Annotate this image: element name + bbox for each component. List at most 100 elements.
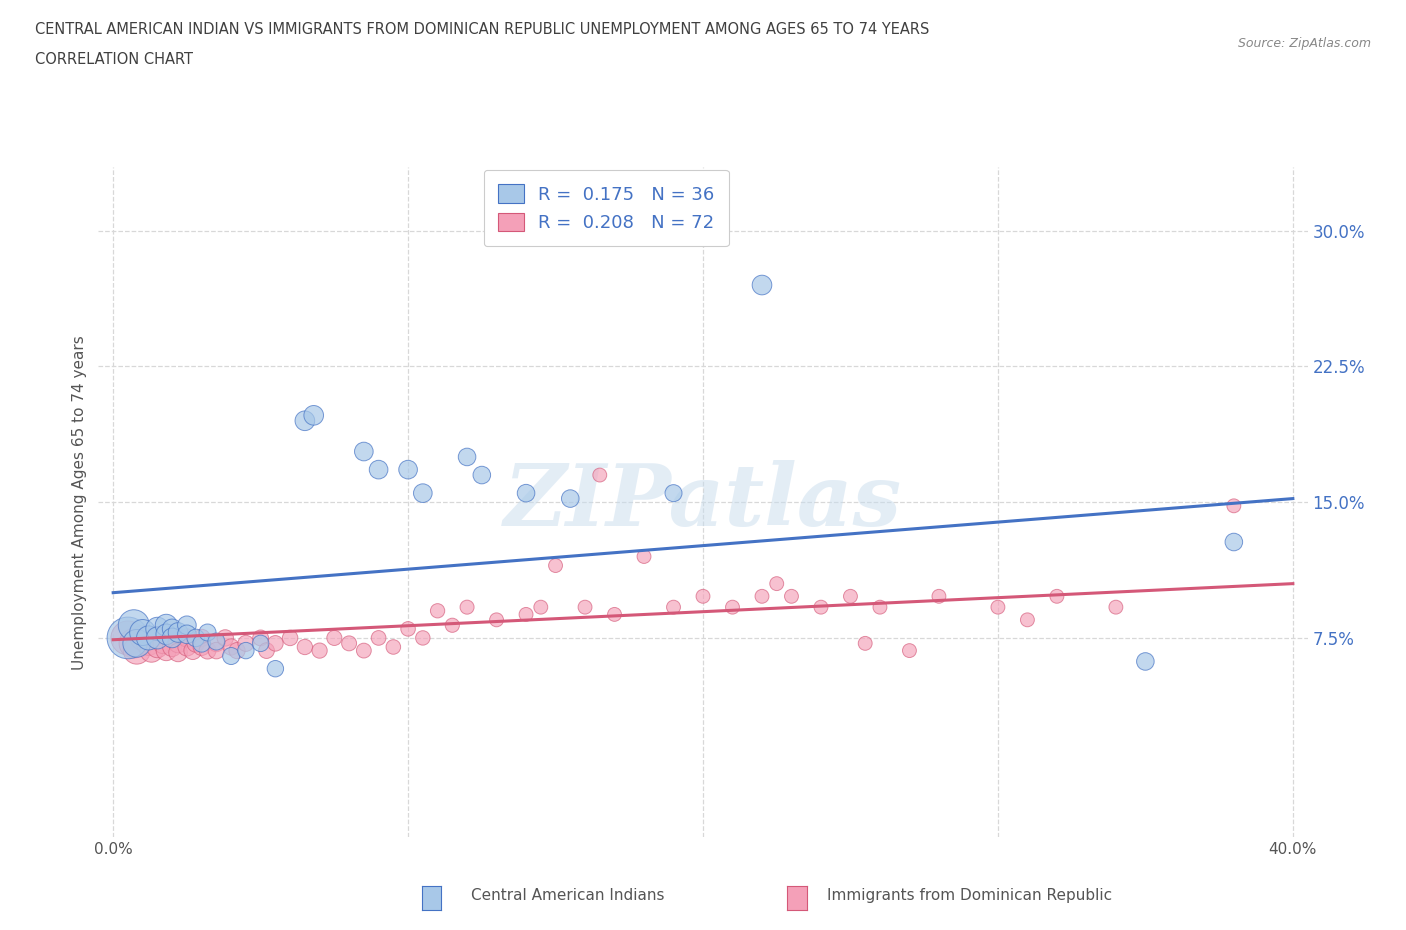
Point [928,589,950,604]
Point [721,600,744,615]
Point [249,636,271,651]
Point [249,631,271,645]
Point [1135,654,1157,669]
Point [117,631,139,645]
Point [205,634,228,649]
Point [146,631,169,645]
Point [810,600,832,615]
Point [117,631,139,645]
Point [589,468,612,483]
Point [530,600,553,615]
Point [294,640,316,655]
Point [256,644,278,658]
Point [181,644,204,658]
Point [160,640,183,655]
Point [214,631,236,645]
Point [426,604,449,618]
Point [235,636,257,651]
Point [190,640,212,655]
Point [235,644,257,658]
Point [456,449,478,464]
Point [264,661,287,676]
Point [898,644,921,658]
Point [367,631,389,645]
Text: Source: ZipAtlas.com: Source: ZipAtlas.com [1237,37,1371,50]
Point [853,636,876,651]
Point [146,640,169,655]
Point [471,468,494,483]
Point [662,485,685,500]
Point [515,485,537,500]
Point [1223,535,1246,550]
Point [155,627,177,642]
Point [125,636,148,651]
Point [131,625,153,640]
Text: ZIPatlas: ZIPatlas [503,460,903,544]
Point [122,636,145,651]
Y-axis label: Unemployment Among Ages 65 to 74 years: Unemployment Among Ages 65 to 74 years [72,335,87,670]
Point [780,589,803,604]
Point [146,621,169,636]
Point [190,631,212,645]
Point [176,640,198,655]
Point [264,636,287,651]
Point [353,445,375,459]
Point [141,644,163,658]
Point [1017,612,1039,627]
Point [412,631,434,645]
Point [176,631,198,645]
Point [167,625,190,640]
Point [560,491,582,506]
Point [146,631,169,645]
Point [152,636,174,651]
Point [125,644,148,658]
Point [138,631,160,645]
Point [219,640,242,655]
Point [544,558,567,573]
Point [987,600,1010,615]
Point [485,612,508,627]
Point [1046,589,1069,604]
Point [1369,684,1392,699]
Point [751,277,773,292]
Point [155,644,177,658]
Text: Central American Indians: Central American Indians [471,888,665,903]
Point [1340,661,1362,676]
Text: Immigrants from Dominican Republic: Immigrants from Dominican Republic [827,888,1112,903]
Point [1223,498,1246,513]
Point [155,618,177,632]
Point [205,636,228,651]
Point [633,549,655,564]
Point [396,462,419,477]
Point [751,589,773,604]
Point [278,631,301,645]
Point [219,648,242,663]
Point [160,631,183,645]
Point [412,485,434,500]
Point [1105,600,1128,615]
Point [160,621,183,636]
Point [197,625,219,640]
Point [441,618,464,632]
Point [226,644,249,658]
Point [167,636,190,651]
Point [122,618,145,632]
Point [869,600,891,615]
Point [765,577,787,591]
Text: CENTRAL AMERICAN INDIAN VS IMMIGRANTS FROM DOMINICAN REPUBLIC UNEMPLOYMENT AMONG: CENTRAL AMERICAN INDIAN VS IMMIGRANTS FR… [35,22,929,37]
Point [353,644,375,658]
Point [515,607,537,622]
Point [190,636,212,651]
Legend: R =  0.175   N = 36, R =  0.208   N = 72: R = 0.175 N = 36, R = 0.208 N = 72 [484,170,728,246]
Point [308,644,330,658]
Point [662,600,685,615]
Point [382,640,405,655]
Point [302,408,325,423]
Point [839,589,862,604]
Point [337,636,360,651]
Point [323,631,346,645]
Point [184,636,207,651]
Text: CORRELATION CHART: CORRELATION CHART [35,52,193,67]
Point [184,631,207,645]
Point [456,600,478,615]
